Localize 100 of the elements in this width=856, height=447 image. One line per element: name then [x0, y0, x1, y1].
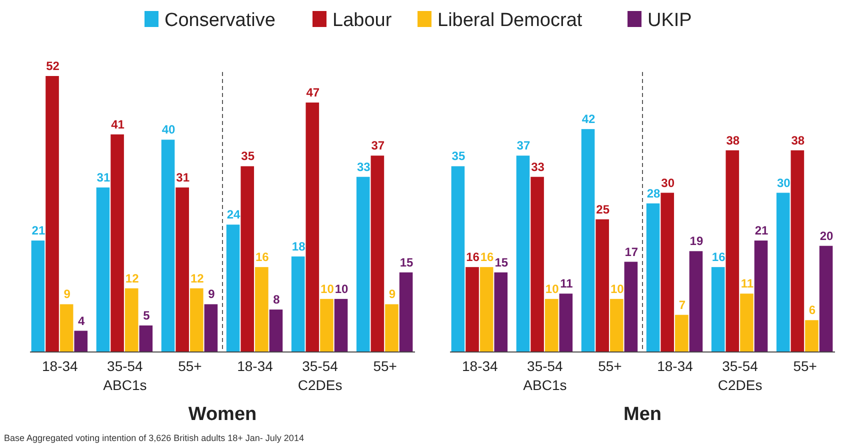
bar [675, 314, 688, 352]
data-label: 31 [96, 170, 110, 184]
data-label: 10 [320, 282, 334, 296]
bar [516, 156, 530, 352]
data-label: 9 [208, 287, 216, 302]
data-label: 9 [64, 287, 71, 302]
data-label: 16 [480, 250, 494, 264]
data-label: 8 [273, 292, 280, 307]
data-label: 35 [241, 149, 255, 164]
data-label: 15 [494, 255, 508, 270]
x-tick-label: 55+ [598, 358, 622, 374]
bar [451, 166, 465, 352]
data-label: 9 [388, 287, 396, 302]
bar [74, 330, 88, 352]
bar [805, 320, 818, 352]
bar [269, 310, 283, 352]
bar [46, 76, 59, 352]
bar [544, 298, 558, 352]
bar [255, 267, 268, 352]
legend-label: Liberal Democrat [438, 10, 583, 31]
x-tick-label: 18-34 [657, 358, 694, 374]
bar [581, 129, 595, 352]
x-tick-label: 35-54 [722, 358, 758, 374]
data-label: 19 [690, 234, 704, 248]
legend-label: Conservative [164, 10, 276, 31]
x-tick-label: 55+ [373, 358, 397, 374]
data-label: 40 [162, 122, 176, 137]
data-label: 47 [306, 86, 320, 100]
data-label: 15 [400, 255, 414, 270]
data-label: 10 [334, 282, 349, 296]
bar [790, 150, 804, 352]
data-label: 11 [740, 276, 754, 291]
text: C2DEs [298, 377, 342, 393]
legend-label: Labour [332, 10, 392, 31]
data-label: 30 [776, 176, 791, 190]
x-axis-title: Women [188, 404, 257, 425]
data-label: 38 [726, 133, 740, 148]
data-label: 24 [226, 208, 241, 222]
bar [726, 150, 740, 352]
bar [96, 187, 110, 352]
data-label: 4 [78, 314, 86, 328]
bar [139, 325, 153, 352]
bar [161, 140, 175, 352]
text: Base Aggregated voting intention of 3,626 British adults 18+ Jan- July 2014 [4, 433, 304, 443]
bar [240, 166, 254, 352]
data-label: 10 [610, 282, 624, 296]
bar [306, 102, 320, 352]
bar [226, 224, 240, 352]
data-label: 33 [531, 160, 545, 174]
bar [466, 267, 479, 352]
data-label: 41 [111, 117, 125, 132]
bar [624, 262, 638, 352]
data-label: 25 [596, 202, 610, 216]
x-tick-label: 35-54 [107, 358, 144, 374]
data-label: 30 [661, 176, 675, 190]
data-label: 42 [582, 112, 596, 126]
bar [660, 192, 674, 352]
bar [356, 176, 370, 352]
bar [711, 267, 725, 352]
bar [370, 156, 384, 352]
data-label: 7 [678, 298, 686, 312]
bar [385, 304, 398, 352]
x-tick-label: 18-34 [462, 358, 498, 374]
data-label: 11 [560, 276, 574, 291]
data-label: 16 [466, 250, 480, 264]
bar [334, 298, 348, 352]
data-label: 33 [356, 160, 371, 174]
data-label: 31 [176, 170, 190, 184]
data-label: 21 [32, 224, 46, 238]
data-label: 28 [646, 186, 661, 200]
bar [190, 288, 204, 352]
data-label: 12 [125, 271, 140, 286]
data-label: 21 [754, 224, 769, 238]
bar [60, 304, 74, 352]
data-label: 16 [255, 250, 270, 264]
x-tick-label: 35-54 [527, 358, 564, 374]
text: ABC1s [103, 377, 147, 393]
bar [596, 219, 609, 352]
data-label: 12 [190, 271, 204, 286]
x-tick-label: 35-54 [302, 358, 338, 374]
x-tick-label: 55+ [793, 358, 817, 374]
data-label: 35 [452, 149, 466, 164]
data-label: 16 [712, 250, 726, 264]
bar [754, 240, 768, 352]
data-label: 37 [516, 138, 530, 153]
text: C2DEs [718, 377, 762, 393]
x-tick-label: 18-34 [42, 358, 78, 374]
data-label: 5 [143, 308, 150, 322]
legend-label: UKIP [648, 10, 692, 31]
bar [176, 187, 189, 352]
bar [819, 246, 833, 352]
x-axis-title: Men [624, 404, 662, 425]
data-label: 10 [545, 282, 560, 296]
data-label: 37 [371, 138, 385, 153]
bar [776, 192, 790, 352]
bar [740, 294, 754, 352]
text: ABC1s [523, 377, 567, 393]
data-label: 20 [820, 228, 834, 243]
x-tick-label: 18-34 [237, 358, 274, 374]
bar [31, 240, 45, 352]
